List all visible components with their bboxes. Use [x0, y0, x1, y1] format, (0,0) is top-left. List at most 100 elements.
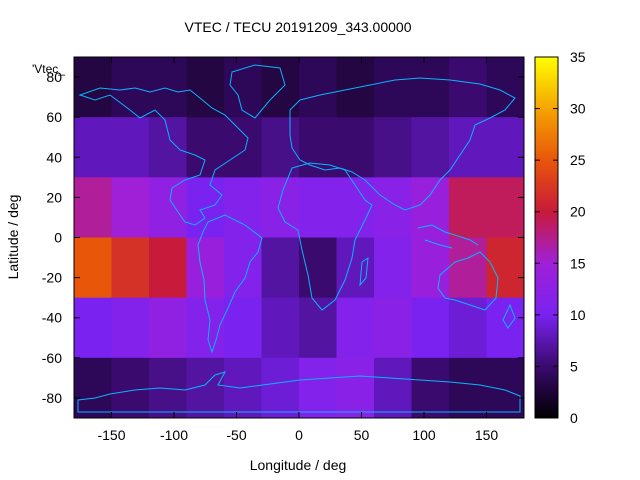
heatmap-cell — [149, 297, 188, 359]
y-tick-label: 60 — [46, 109, 62, 125]
heatmap-cell — [186, 117, 225, 178]
x-axis-ticks: -150 -100 -50 0 50 100 150 — [97, 57, 498, 443]
heatmap-cell — [261, 357, 300, 418]
heatmap-cell — [224, 297, 263, 359]
colorbar — [534, 56, 559, 419]
heatmap-cell — [111, 297, 150, 359]
x-tick-label: -50 — [226, 427, 246, 443]
y-tick-label: 40 — [46, 149, 62, 165]
colorbar-tick-label: 25 — [570, 152, 586, 168]
x-tick-label: 150 — [475, 427, 499, 443]
coastline-antarctica — [77, 371, 521, 413]
heatmap-cell — [224, 177, 263, 239]
coastline-new-zealand — [502, 303, 516, 329]
heatmap-cell — [374, 237, 413, 299]
colorbar-tick-label: 5 — [570, 358, 578, 374]
x-tick-label: -100 — [160, 427, 188, 443]
heatmap-cell — [261, 177, 300, 239]
heatmap-cell — [336, 177, 375, 239]
key-label: 'Vtec_ — [32, 62, 65, 76]
heatmap-cell — [374, 177, 413, 239]
heatmap-cell — [449, 357, 488, 418]
y-axis-title: Latitude / deg — [5, 195, 21, 280]
heatmap-cell — [299, 177, 338, 239]
heatmap-cell — [149, 57, 188, 118]
heatmap-cell — [449, 297, 488, 359]
heatmap-cell — [336, 357, 375, 418]
y-tick-label: 0 — [54, 230, 62, 246]
colorbar-tick-label: 15 — [570, 255, 586, 271]
heatmap-cell — [74, 117, 113, 178]
heatmap-cell — [411, 117, 450, 178]
heatmap-cell — [299, 297, 338, 359]
x-tick-label: -150 — [97, 427, 125, 443]
coastline-north-america — [78, 87, 249, 226]
heatmap-cell — [336, 297, 375, 359]
x-tick-label: 0 — [295, 427, 303, 443]
coastline-africa — [277, 162, 373, 311]
heatmap-cell — [74, 357, 113, 418]
heatmap-cells — [74, 57, 524, 418]
heatmap-cell — [486, 177, 524, 239]
heatmap-cell — [186, 237, 225, 299]
heatmap-cell — [411, 57, 450, 118]
heatmap-cell — [411, 357, 450, 418]
heatmap-cell — [449, 237, 488, 299]
x-axis-title: Longitude / deg — [250, 457, 347, 473]
heatmap-cell — [299, 237, 338, 299]
coastline-greenland — [229, 64, 286, 119]
heatmap-cell — [486, 237, 524, 299]
heatmap-cell — [74, 237, 113, 299]
heatmap-cell — [336, 117, 375, 178]
heatmap-cell — [374, 297, 413, 359]
heatmap-cell — [74, 297, 113, 359]
heatmap-cell — [74, 177, 113, 239]
heatmap-cell — [111, 117, 150, 178]
heatmap-cell — [224, 57, 263, 118]
heatmap-cell — [261, 297, 300, 359]
heatmap-cell — [486, 117, 524, 178]
coastline-indonesia — [417, 224, 479, 249]
chart-title: VTEC / TECU 20191209_343.00000 — [184, 19, 411, 35]
heatmap-cell — [411, 177, 450, 239]
heatmap-cell — [224, 237, 263, 299]
y-tick-label: 20 — [46, 189, 62, 205]
heatmap-cell — [449, 57, 488, 118]
colorbar-tick-label: 0 — [570, 410, 578, 426]
colorbar-tick-label: 10 — [570, 307, 586, 323]
heatmap-cell — [186, 297, 225, 359]
heatmap-cell — [111, 237, 150, 299]
heatmap-cell — [149, 117, 188, 178]
heatmap-cell — [299, 357, 338, 418]
colorbar-tick-label: 30 — [570, 101, 586, 117]
heatmap-cell — [111, 177, 150, 239]
heatmap-cell — [411, 297, 450, 359]
heatmap-cell — [186, 57, 225, 118]
coastline-australia — [437, 251, 499, 311]
colorbar-ticks: 0 5 10 15 20 25 30 35 — [535, 49, 586, 426]
colorbar-tick-label: 35 — [570, 49, 586, 65]
heatmap-cell — [336, 237, 375, 299]
heatmap-cell — [74, 57, 113, 118]
coastlines — [77, 64, 521, 413]
y-tick-label: -60 — [42, 350, 62, 366]
coastline-south-america — [197, 214, 263, 354]
heatmap-cell — [486, 357, 524, 418]
y-tick-label: 80 — [46, 69, 62, 85]
y-axis-ticks: -80 -60 -40 -20 0 20 40 60 80 — [42, 69, 524, 406]
heatmap-cell — [224, 117, 263, 178]
heatmap-cell — [299, 57, 338, 118]
heatmap-cell — [224, 357, 263, 418]
heatmap-cell — [486, 297, 524, 359]
heatmap-cell — [111, 57, 150, 118]
coastline-eurasia — [289, 77, 516, 211]
y-tick-label: -80 — [42, 390, 62, 406]
y-tick-label: -20 — [42, 270, 62, 286]
heatmap-cell — [261, 57, 300, 118]
heatmap-cell — [449, 177, 488, 239]
x-tick-label: 100 — [412, 427, 436, 443]
y-tick-label: -40 — [42, 310, 62, 326]
heatmap-cell — [149, 177, 188, 239]
heatmap-cell — [374, 57, 413, 118]
